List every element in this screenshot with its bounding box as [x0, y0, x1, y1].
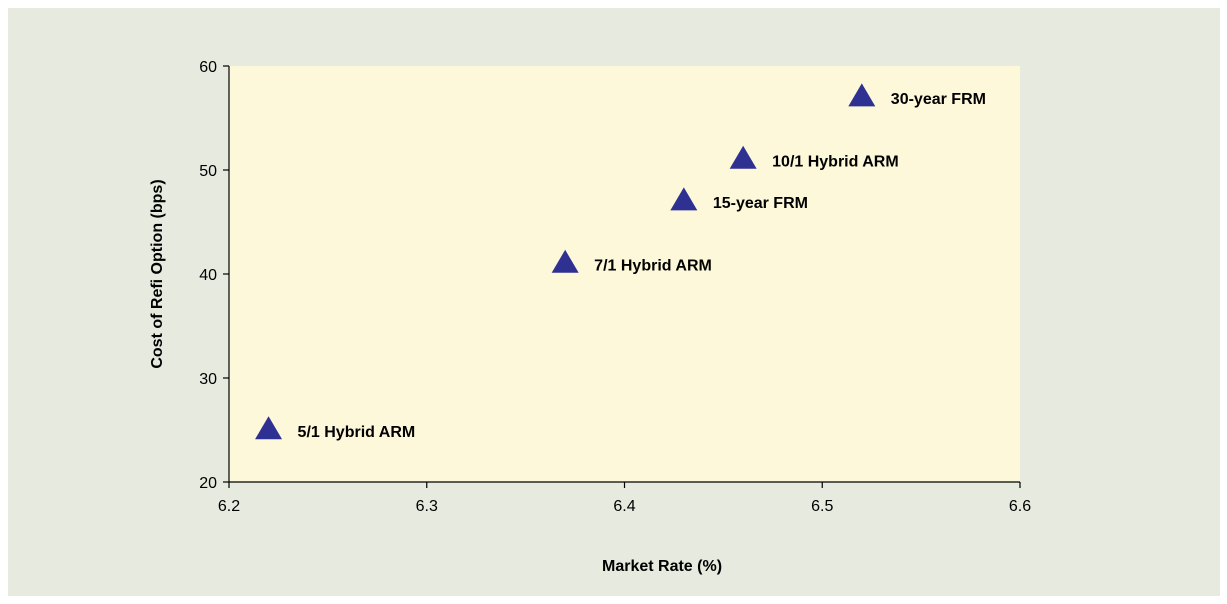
y-tick-label: 40	[199, 267, 217, 284]
y-axis-title: Cost of Refi Option (bps)	[149, 179, 166, 368]
y-tick-label: 20	[199, 475, 217, 492]
x-tick-label: 6.2	[218, 498, 240, 515]
data-point-marker	[729, 145, 757, 169]
data-point-marker	[255, 416, 283, 440]
y-tick-label: 30	[199, 371, 217, 388]
data-point-label: 30-year FRM	[891, 91, 986, 108]
data-point-label: 15-year FRM	[713, 195, 808, 212]
y-tick-label: 50	[199, 163, 217, 180]
x-tick-label: 6.6	[1009, 498, 1031, 515]
y-axis-ticks: 20 30 40 50 60	[199, 59, 229, 492]
x-tick-label: 6.4	[613, 498, 635, 515]
data-point-label: 10/1 Hybrid ARM	[772, 154, 899, 171]
plot-area	[229, 66, 1020, 482]
x-tick-label: 6.3	[416, 498, 438, 515]
data-points: 5/1 Hybrid ARM 7/1 Hybrid ARM 15-year FRM 1…	[255, 83, 986, 441]
data-point-marker	[848, 83, 876, 107]
x-tick-label: 6.5	[811, 498, 833, 515]
y-tick-label: 60	[199, 59, 217, 76]
x-axis-title: Market Rate (%)	[602, 558, 722, 575]
data-point-label: 5/1 Hybrid ARM	[298, 424, 416, 441]
x-axis-ticks: 6.2 6.3 6.4 6.5 6.6	[218, 482, 1031, 515]
data-point-marker	[551, 249, 579, 273]
data-point-label: 7/1 Hybrid ARM	[594, 258, 712, 275]
data-point-marker	[670, 187, 698, 211]
